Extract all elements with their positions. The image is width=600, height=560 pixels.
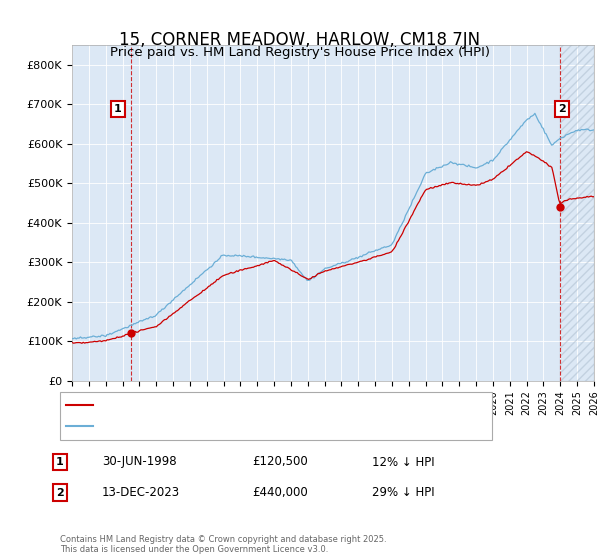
Text: 30-JUN-1998: 30-JUN-1998 <box>102 455 176 469</box>
Text: 2: 2 <box>56 488 64 498</box>
Text: 1: 1 <box>56 457 64 467</box>
Text: 12% ↓ HPI: 12% ↓ HPI <box>372 455 434 469</box>
Text: 15, CORNER MEADOW, HARLOW, CM18 7JN (detached house): 15, CORNER MEADOW, HARLOW, CM18 7JN (det… <box>99 400 419 410</box>
Text: £440,000: £440,000 <box>252 486 308 500</box>
Text: 2: 2 <box>558 104 566 114</box>
Text: £120,500: £120,500 <box>252 455 308 469</box>
Text: Price paid vs. HM Land Registry's House Price Index (HPI): Price paid vs. HM Land Registry's House … <box>110 46 490 59</box>
Text: 15, CORNER MEADOW, HARLOW, CM18 7JN: 15, CORNER MEADOW, HARLOW, CM18 7JN <box>119 31 481 49</box>
Text: 1: 1 <box>114 104 122 114</box>
Text: 13-DEC-2023: 13-DEC-2023 <box>102 486 180 500</box>
Text: 29% ↓ HPI: 29% ↓ HPI <box>372 486 434 500</box>
Text: Contains HM Land Registry data © Crown copyright and database right 2025.
This d: Contains HM Land Registry data © Crown c… <box>60 535 386 554</box>
Text: HPI: Average price, detached house, Harlow: HPI: Average price, detached house, Harl… <box>99 421 328 431</box>
